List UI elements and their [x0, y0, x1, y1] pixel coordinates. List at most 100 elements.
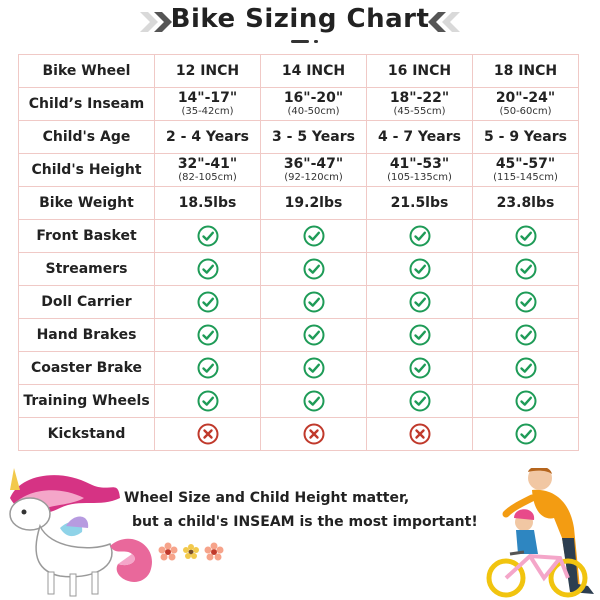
feature-cell — [472, 384, 579, 418]
feature-row: Kickstand — [18, 417, 579, 451]
title-underline — [291, 40, 309, 43]
check-icon — [409, 225, 430, 247]
feature-cell — [366, 351, 473, 385]
cell-main: 45"-57" — [495, 155, 556, 172]
cell-sub: (45-55cm) — [393, 105, 446, 117]
sizing-table: Bike Wheel 12 INCH 14 INCH 16 INCH 18 IN… — [18, 54, 579, 464]
table-cell: 23.8lbs — [472, 186, 579, 220]
size-header: 14 INCH — [260, 54, 367, 88]
feature-cell — [366, 219, 473, 253]
feature-cell — [154, 351, 261, 385]
feature-cell — [366, 252, 473, 286]
feature-cell — [260, 417, 367, 451]
feature-cell — [366, 318, 473, 352]
footer-note-area: Wheel Size and Child Height matter, but … — [0, 468, 600, 600]
feature-cell — [472, 285, 579, 319]
cell-main: 36"-47" — [283, 155, 344, 172]
table-cell: 36"-47" (92-120cm) — [260, 153, 367, 187]
row-weight: Bike Weight 18.5lbs 19.2lbs 21.5lbs 23.8… — [18, 186, 579, 220]
check-icon — [197, 291, 218, 313]
check-icon — [303, 291, 324, 313]
row-label: Bike Wheel — [18, 54, 155, 88]
check-icon — [515, 225, 536, 247]
size-header: 12 INCH — [154, 54, 261, 88]
table-cell: 21.5lbs — [366, 186, 473, 220]
feature-cell — [472, 252, 579, 286]
row-label: Child's Age — [18, 120, 155, 154]
feature-cell — [260, 252, 367, 286]
feature-cell — [472, 417, 579, 451]
table-cell: 3 - 5 Years — [260, 120, 367, 154]
row-bike-wheel: Bike Wheel 12 INCH 14 INCH 16 INCH 18 IN… — [18, 54, 579, 88]
feature-cell — [260, 351, 367, 385]
cross-icon — [197, 423, 218, 445]
cell-sub: (40-50cm) — [287, 105, 340, 117]
table-cell: 14"-17" (35-42cm) — [154, 87, 261, 121]
cell-main: 32"-41" — [177, 155, 238, 172]
feature-row: Hand Brakes — [18, 318, 579, 352]
unicorn-illustration — [9, 468, 152, 597]
cell-sub: (35-42cm) — [181, 105, 234, 117]
check-icon — [409, 258, 430, 280]
row-inseam: Child’s Inseam 14"-17" (35-42cm) 16"-20"(… — [18, 87, 579, 121]
table-cell: 5 - 9 Years — [472, 120, 579, 154]
cell-main: 14"-17" — [177, 89, 238, 106]
feature-cell — [366, 417, 473, 451]
feature-row: Streamers — [18, 252, 579, 286]
row-label: Child's Height — [18, 153, 155, 187]
cell-sub: (92-120cm) — [284, 171, 343, 183]
feature-cell — [154, 285, 261, 319]
check-icon — [197, 324, 218, 346]
cell-sub: (82-105cm) — [178, 171, 237, 183]
feature-cell — [154, 219, 261, 253]
feature-row: Coaster Brake — [18, 351, 579, 385]
row-label: Coaster Brake — [18, 351, 155, 385]
page-title: Bike Sizing Chart — [170, 4, 430, 34]
note-line-2: but a child's INSEAM is the most importa… — [132, 514, 478, 530]
check-icon — [515, 258, 536, 280]
cross-icon — [303, 423, 324, 445]
check-icon — [303, 324, 324, 346]
check-icon — [409, 324, 430, 346]
check-icon — [515, 291, 536, 313]
row-label: Hand Brakes — [18, 318, 155, 352]
check-icon — [303, 390, 324, 412]
feature-cell — [260, 285, 367, 319]
size-header: 16 INCH — [366, 54, 473, 88]
cell-main: 20"-24" — [495, 89, 556, 106]
cell-main: 41"-53" — [389, 155, 450, 172]
table-cell: 4 - 7 Years — [366, 120, 473, 154]
check-icon — [409, 390, 430, 412]
row-label: Streamers — [18, 252, 155, 286]
check-icon — [409, 291, 430, 313]
check-icon — [197, 357, 218, 379]
cross-icon — [409, 423, 430, 445]
row-label: Kickstand — [18, 417, 155, 451]
feature-cell — [366, 384, 473, 418]
feature-cell — [260, 219, 367, 253]
chevrons-right-icon — [140, 12, 172, 32]
check-icon — [515, 390, 536, 412]
table-cell: 32"-41" (82-105cm) — [154, 153, 261, 187]
check-icon — [303, 258, 324, 280]
cell-sub: (115-145cm) — [493, 171, 558, 183]
check-icon — [303, 357, 324, 379]
feature-cell — [154, 417, 261, 451]
header: Bike Sizing Chart — [0, 0, 600, 48]
row-height: Child's Height 32"-41" (82-105cm) 36"-47"… — [18, 153, 579, 187]
feature-cell — [154, 318, 261, 352]
chevrons-left-icon — [428, 12, 460, 32]
row-label: Training Wheels — [18, 384, 155, 418]
feature-cell — [260, 318, 367, 352]
parent-child-bike-illustration — [486, 468, 594, 598]
feature-row: Doll Carrier — [18, 285, 579, 319]
feature-cell — [472, 219, 579, 253]
feature-cell — [366, 285, 473, 319]
check-icon — [409, 357, 430, 379]
table-cell: 19.2lbs — [260, 186, 367, 220]
check-icon — [197, 390, 218, 412]
table-cell: 16"-20" (40-50cm) — [260, 87, 367, 121]
table-cell: 20"-24" (50-60cm) — [472, 87, 579, 121]
row-label: Front Basket — [18, 219, 155, 253]
check-icon — [515, 357, 536, 379]
